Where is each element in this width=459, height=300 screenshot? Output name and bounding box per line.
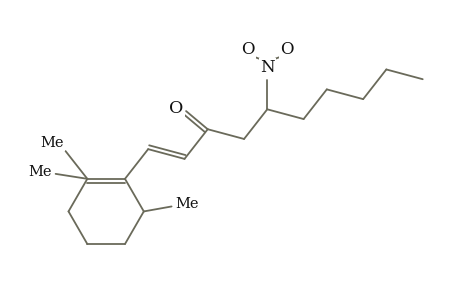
Text: O: O — [240, 41, 254, 58]
Text: N: N — [259, 59, 274, 76]
Text: O: O — [168, 100, 183, 117]
Text: Me: Me — [28, 165, 51, 179]
Text: Me: Me — [175, 197, 199, 212]
Text: O: O — [280, 41, 293, 58]
Text: Me: Me — [40, 136, 63, 150]
